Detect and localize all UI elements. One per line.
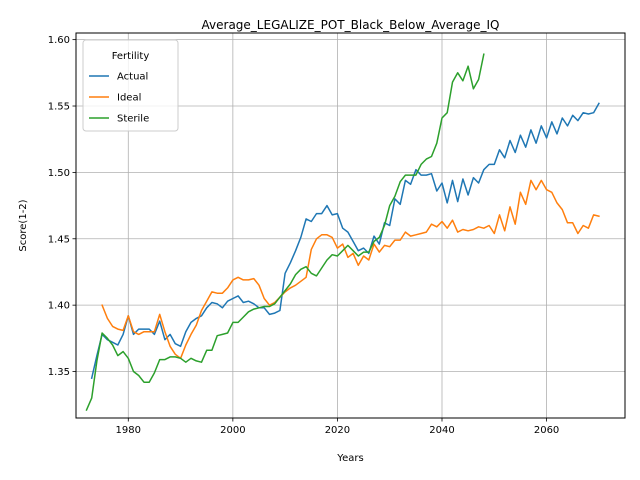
- series-layer: [85, 53, 600, 411]
- legend-label-actual: Actual: [117, 72, 148, 83]
- axis-ticks: 1980 2000 2020 2040 2060 1.35 1.40 1.45 1.50 1.55…: [48, 35, 560, 436]
- legend-box: [82, 39, 179, 132]
- x-tick-label: 2000: [220, 425, 245, 436]
- x-tick-label: 1980: [116, 425, 141, 436]
- x-tick-label: 2060: [534, 425, 559, 436]
- y-tick-label: 1.45: [48, 234, 70, 245]
- x-axis-label: Years: [336, 453, 363, 464]
- y-tick-label: 1.50: [48, 168, 70, 179]
- y-tick-label: 1.60: [48, 35, 70, 46]
- plot-frame: [75, 32, 626, 419]
- legend-label-ideal: Ideal: [117, 93, 141, 104]
- legend-title: Fertility: [112, 51, 150, 62]
- chart-title: Average_LEGALIZE_POT_Black_Below_Average…: [202, 18, 500, 32]
- series-line-actual: [90, 102, 600, 380]
- series-line-ideal: [101, 179, 600, 360]
- y-tick-label: 1.40: [48, 301, 70, 312]
- y-tick-label: 1.35: [48, 367, 70, 378]
- x-tick-label: 2040: [429, 425, 454, 436]
- series-line-sterile: [85, 53, 485, 411]
- y-axis-label: Score(1-2): [18, 199, 29, 251]
- legend-entries: Actual Ideal Sterile: [89, 72, 149, 125]
- x-tick-label: 2020: [325, 425, 350, 436]
- grid-lines: [76, 33, 625, 418]
- legend-label-sterile: Sterile: [117, 114, 149, 125]
- legend: Fertility Actual Ideal Sterile: [82, 39, 179, 132]
- y-tick-label: 1.55: [48, 102, 70, 113]
